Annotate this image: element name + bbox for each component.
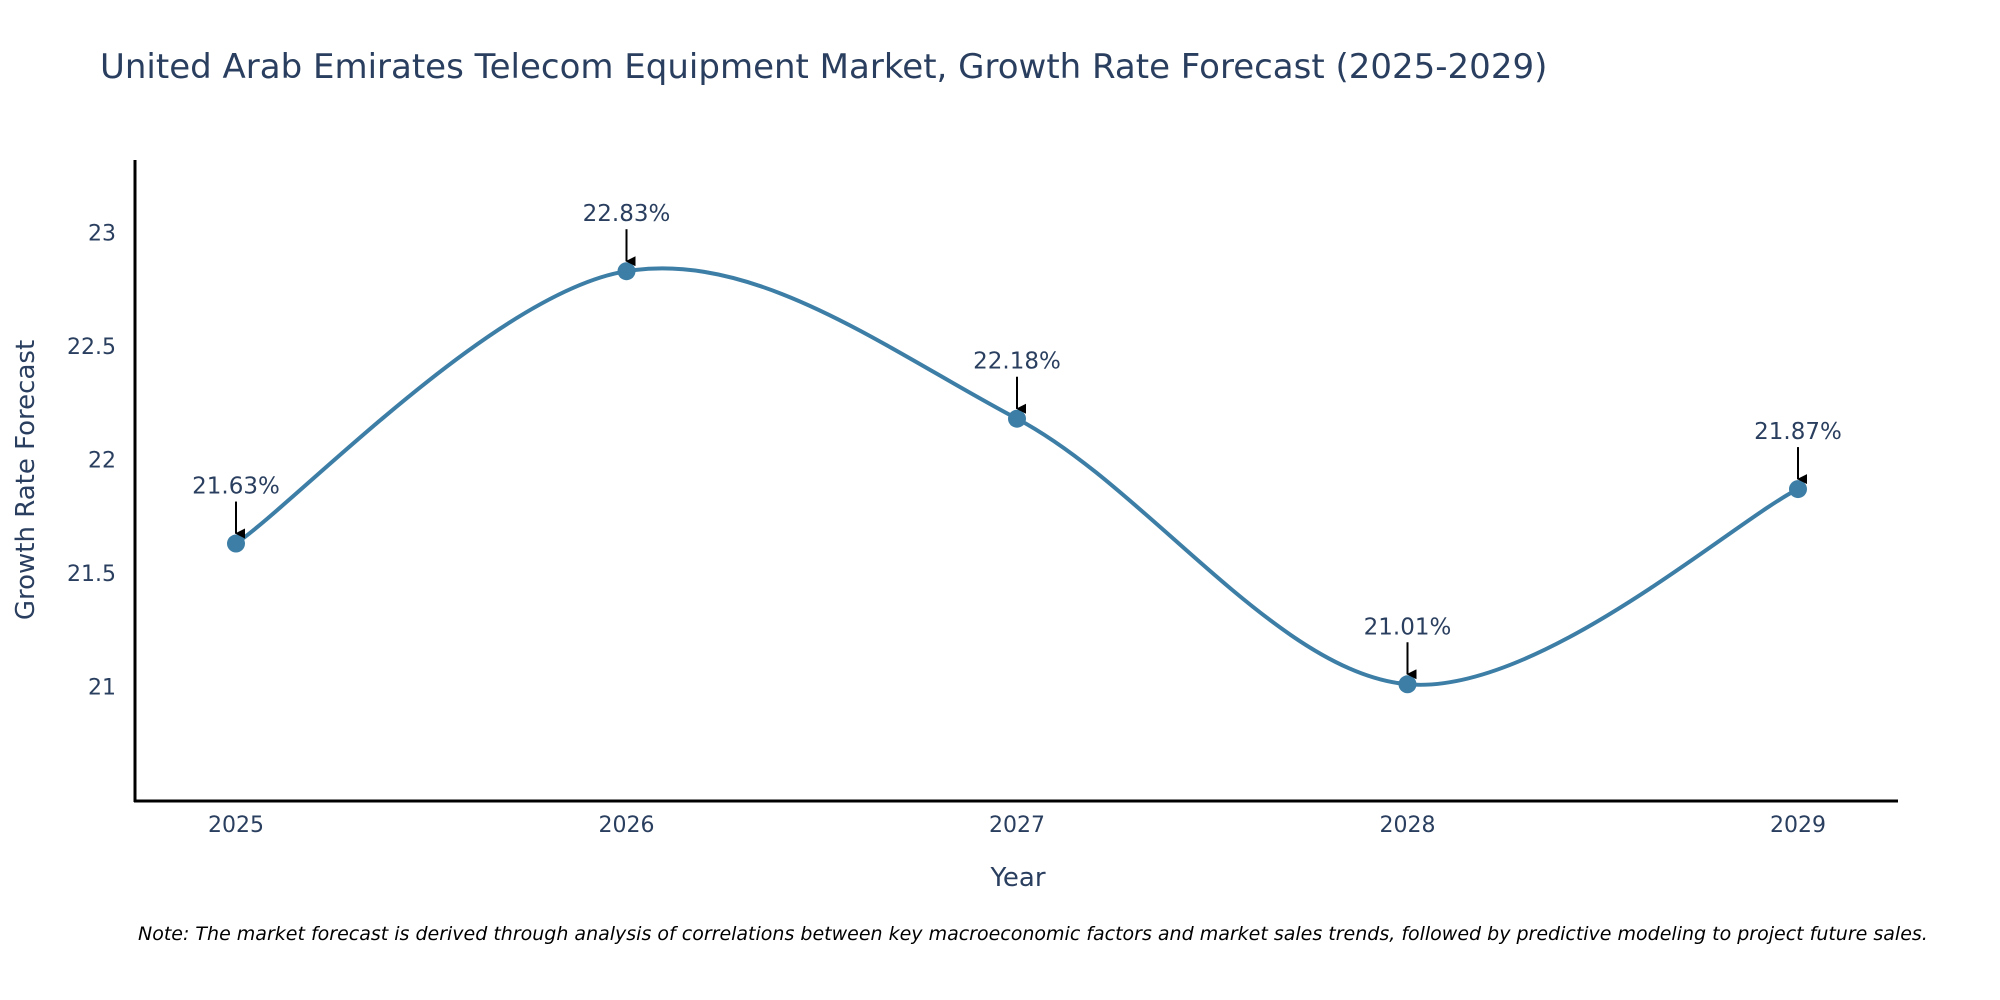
footnote: Note: The market forecast is derived thr… [138, 923, 1928, 945]
data-markers [227, 262, 1807, 694]
data-point-2028 [1398, 675, 1417, 694]
y-tick-label: 21 [88, 676, 116, 701]
y-tick-label: 21.5 [67, 562, 116, 587]
data-label-2028: 21.01% [1364, 614, 1452, 640]
data-point-2025 [227, 534, 245, 553]
data-label-2029: 21.87% [1754, 419, 1842, 445]
x-tick-label: 2029 [1770, 813, 1826, 838]
x-tick-label: 2026 [599, 813, 655, 838]
y-tick-label: 23 [88, 222, 116, 247]
data-point-2029 [1789, 480, 1807, 499]
data-label-2027: 22.18% [973, 349, 1061, 375]
x-tick-labels: 2025 2026 2027 2028 2029 [208, 813, 1826, 838]
chart-title: United Arab Emirates Telecom Equipment M… [100, 47, 1547, 87]
data-label-2026: 22.83% [583, 201, 671, 227]
y-tick-label: 22.5 [67, 335, 116, 360]
data-point-2026 [617, 262, 636, 281]
x-tick-label: 2028 [1380, 813, 1436, 838]
data-point-2027 [1008, 409, 1026, 428]
x-axis-title: Year [989, 863, 1045, 893]
y-axis-title: Growth Rate Forecast [11, 340, 41, 620]
x-tick-label: 2025 [208, 813, 264, 838]
x-tick-label: 2027 [989, 813, 1045, 838]
data-annotations: 21.63% 22.83% 22.18% 21.01% 21.87% [192, 201, 1842, 680]
data-label-2025: 21.63% [192, 474, 280, 500]
series-line [234, 266, 1800, 687]
y-tick-labels: 21 21.5 22 22.5 23 [67, 222, 116, 701]
y-tick-label: 22 [88, 449, 116, 474]
